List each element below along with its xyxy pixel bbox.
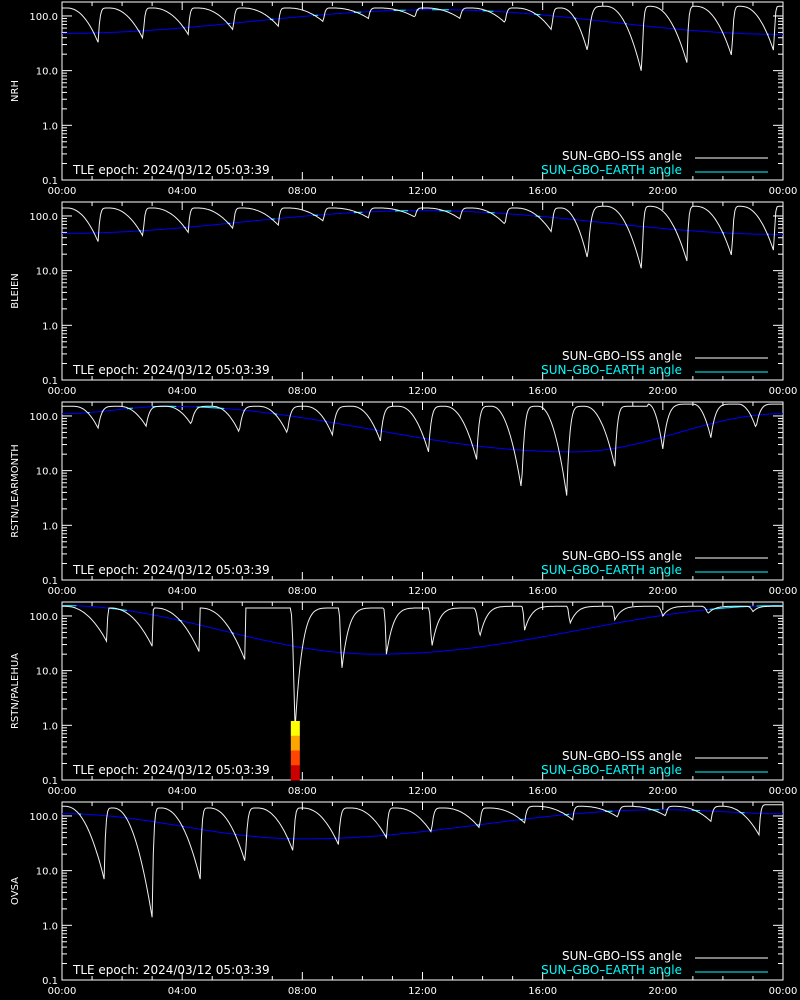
iss-angle-series	[62, 804, 783, 918]
y-tick-label: 0.1	[42, 976, 58, 987]
x-tick-label: 16:00	[528, 586, 557, 597]
x-tick-label: 20:00	[648, 786, 677, 797]
tle-epoch-label: TLE epoch: 2024/03/12 05:03:39	[72, 963, 270, 977]
y-tick-label: 0.1	[42, 776, 58, 787]
x-tick-label: 20:00	[648, 986, 677, 997]
legend-iss-label: SUN–GBO–ISS angle	[562, 549, 682, 563]
legend-earth-label: SUN–GBO–EARTH angle	[541, 563, 682, 577]
x-tick-label: 04:00	[168, 986, 197, 997]
x-tick-label: 04:00	[168, 386, 197, 397]
legend-earth-label: SUN–GBO–EARTH angle	[541, 963, 682, 977]
x-tick-label: 12:00	[408, 586, 437, 597]
x-tick-label: 08:00	[288, 386, 317, 397]
x-tick-label: 08:00	[288, 186, 317, 197]
x-tick-label: 16:00	[528, 186, 557, 197]
station-label: OVSA	[10, 877, 21, 905]
station-label: RSTN/PALEHUA	[10, 653, 21, 729]
x-tick-label: 00:00	[48, 786, 77, 797]
x-tick-label: 00:00	[769, 386, 798, 397]
x-tick-label: 20:00	[648, 386, 677, 397]
x-tick-label: 12:00	[408, 986, 437, 997]
x-tick-label: 04:00	[168, 586, 197, 597]
x-tick-label: 16:00	[528, 986, 557, 997]
legend-earth-label: SUN–GBO–EARTH angle	[541, 763, 682, 777]
x-tick-label: 00:00	[48, 586, 77, 597]
x-tick-label: 00:00	[48, 386, 77, 397]
x-tick-label: 12:00	[408, 186, 437, 197]
earth-angle-series	[62, 210, 783, 235]
tle-epoch-label: TLE epoch: 2024/03/12 05:03:39	[72, 163, 270, 177]
y-tick-label: 1.0	[42, 121, 58, 132]
station-label: BLEIEN	[10, 273, 21, 309]
x-tick-label: 08:00	[288, 786, 317, 797]
y-tick-label: 10.0	[36, 67, 58, 78]
panel-2: 0.1 1.0 10.0 100.0 00:00 04:00 08:00 12:00 16:00…	[10, 201, 798, 397]
y-tick-label: 10.0	[36, 267, 58, 278]
y-tick-label: 1.0	[42, 521, 58, 532]
y-tick-label: 10.0	[36, 867, 58, 878]
event-bar-segment	[290, 750, 300, 766]
y-tick-label: 100.0	[29, 212, 58, 223]
y-tick-label: 0.1	[42, 376, 58, 387]
station-label: NRH	[10, 80, 21, 102]
x-tick-label: 00:00	[48, 986, 77, 997]
legend-iss-label: SUN–GBO–ISS angle	[562, 749, 682, 763]
y-tick-label: 100.0	[29, 812, 58, 823]
legend-iss-label: SUN–GBO–ISS angle	[562, 149, 682, 163]
y-tick-label: 100.0	[29, 12, 58, 23]
tle-epoch-label: TLE epoch: 2024/03/12 05:03:39	[72, 763, 270, 777]
legend-earth-label: SUN–GBO–EARTH angle	[541, 363, 682, 377]
event-bar-segment	[290, 735, 300, 751]
x-tick-label: 08:00	[288, 986, 317, 997]
y-tick-label: 1.0	[42, 921, 58, 932]
x-tick-label: 04:00	[168, 186, 197, 197]
x-tick-label: 04:00	[168, 786, 197, 797]
y-tick-label: 10.0	[36, 467, 58, 478]
iss-angle-series	[62, 205, 783, 269]
tle-epoch-label: TLE epoch: 2024/03/12 05:03:39	[72, 563, 270, 577]
iss-angle-series	[62, 5, 783, 71]
x-tick-label: 00:00	[769, 786, 798, 797]
y-tick-label: 100.0	[29, 412, 58, 423]
x-tick-label: 16:00	[528, 386, 557, 397]
legend-iss-label: SUN–GBO–ISS angle	[562, 949, 682, 963]
x-tick-label: 00:00	[48, 186, 77, 197]
x-tick-label: 12:00	[408, 786, 437, 797]
panel-5: 0.1 1.0 10.0 100.0 00:00 04:00 08:00 12:00 16:00…	[10, 801, 798, 997]
panel-4: 0.1 1.0 10.0 100.0 00:00 04:00 08:00 12:00 16:00…	[10, 601, 798, 797]
x-tick-label: 08:00	[288, 586, 317, 597]
legend-earth-label: SUN–GBO–EARTH angle	[541, 163, 682, 177]
iss-angle-series	[62, 605, 783, 729]
x-tick-label: 00:00	[769, 586, 798, 597]
earth-angle-series	[62, 405, 783, 453]
x-tick-label: 00:00	[769, 186, 798, 197]
y-tick-label: 1.0	[42, 721, 58, 732]
y-tick-label: 10.0	[36, 667, 58, 678]
y-tick-label: 1.0	[42, 321, 58, 332]
x-tick-label: 12:00	[408, 386, 437, 397]
x-tick-label: 16:00	[528, 786, 557, 797]
legend-iss-label: SUN–GBO–ISS angle	[562, 349, 682, 363]
earth-angle-series	[62, 9, 783, 35]
station-label: RSTN/LEARMONTH	[10, 444, 21, 538]
x-tick-label: 00:00	[769, 986, 798, 997]
tle-epoch-label: TLE epoch: 2024/03/12 05:03:39	[72, 363, 270, 377]
x-tick-label: 20:00	[648, 586, 677, 597]
iss-angle-series	[62, 403, 783, 496]
earth-angle-highlight	[756, 605, 783, 607]
event-bar-segment	[290, 720, 300, 737]
event-bar-segment	[290, 765, 300, 781]
y-tick-label: 0.1	[42, 176, 58, 187]
y-tick-label: 0.1	[42, 576, 58, 587]
panels-group: 0.1 1.0 10.0 100.0 00:00 04:00 08:00 12:00 16:00…	[10, 1, 798, 997]
x-tick-label: 20:00	[648, 186, 677, 197]
earth-angle-highlight	[126, 407, 133, 410]
y-tick-label: 100.0	[29, 612, 58, 623]
panel-3: 0.1 1.0 10.0 100.0 00:00 04:00 08:00 12:00 16:00…	[10, 401, 798, 597]
panel-1: 0.1 1.0 10.0 100.0 00:00 04:00 08:00 12:00 16:00…	[10, 1, 798, 197]
